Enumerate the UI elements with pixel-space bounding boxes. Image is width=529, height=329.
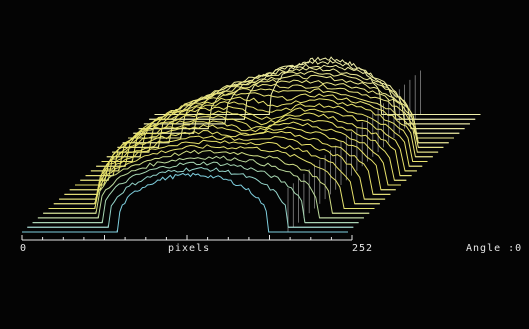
scan-line [32,161,359,224]
axis-max-label: 252 [352,243,374,254]
scan-line [90,105,417,172]
scan-line [149,59,476,120]
profile-contours [22,56,481,233]
scan-line [75,120,401,186]
axis-min-label: 0 [20,243,28,254]
scan-line [112,87,439,153]
scan-line [43,149,370,214]
scan-line [133,70,460,134]
scan-line [22,172,348,233]
scan-line [85,110,412,177]
scan-line [59,135,386,200]
x-axis [21,235,353,241]
scan-line [96,101,423,167]
axis-unit-label: pixels [168,243,211,254]
scan-line [122,79,449,144]
scan-line [27,166,354,228]
scan-line [37,155,364,219]
scan-line [106,92,433,158]
scan-line [117,83,444,148]
scan-line [80,115,407,181]
scan-line [48,144,375,209]
scan-line [69,124,396,191]
scan-line [101,96,428,162]
scan-line [64,129,391,195]
profile-baselines [22,70,481,233]
angle-readout: Angle :0 [466,243,523,254]
scan-line [53,139,380,205]
